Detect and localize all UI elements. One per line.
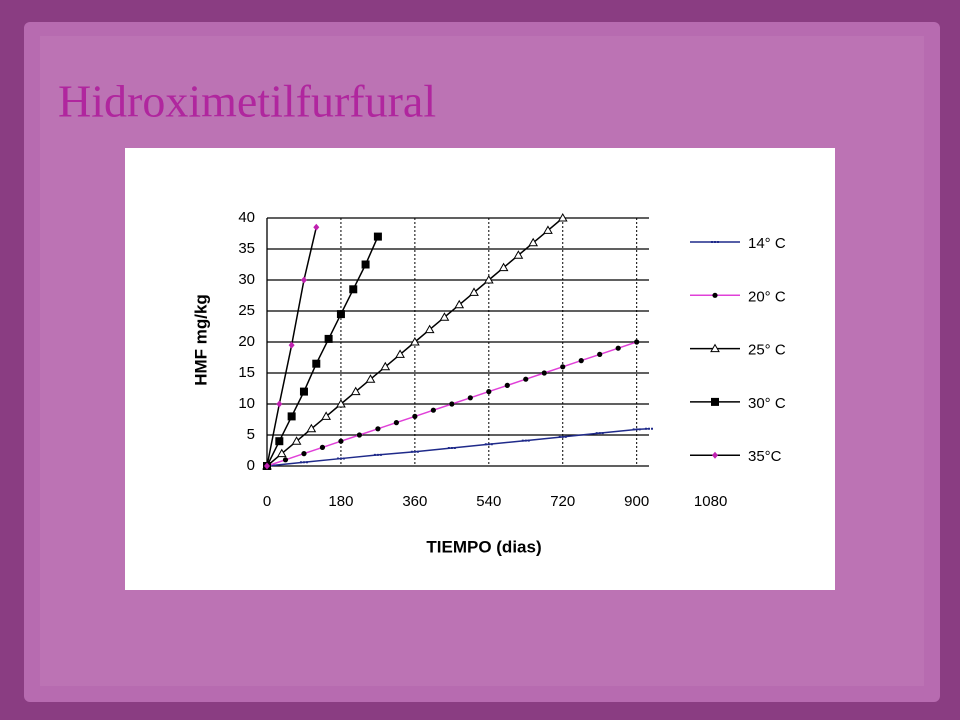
data-point [287, 412, 296, 421]
y-axis-label: HMF mg/kg [191, 294, 210, 386]
data-point [275, 437, 284, 446]
data-point [356, 432, 363, 438]
series-line [266, 428, 650, 467]
data-point [282, 457, 289, 463]
legend-label: 35°C [748, 448, 782, 465]
data-point [578, 358, 584, 364]
x-tick-label: 720 [550, 493, 575, 510]
data-point [312, 359, 321, 368]
data-point [498, 262, 509, 272]
legend-label: 30° C [748, 395, 786, 412]
legend-marker [712, 292, 718, 298]
data-point [319, 444, 326, 450]
data-point [299, 387, 308, 396]
data-point [615, 345, 621, 351]
data-point [469, 287, 479, 296]
data-point [560, 364, 566, 370]
data-point [528, 237, 539, 247]
data-point [264, 462, 270, 470]
data-point [313, 223, 320, 231]
y-tick-label: 30 [238, 271, 255, 288]
data-point [483, 274, 494, 284]
data-point [430, 407, 436, 413]
x-axis-label: TIEMPO (dias) [426, 537, 541, 556]
y-tick-label: 10 [238, 395, 255, 412]
legend-marker [711, 397, 719, 406]
plot: 0 5 10 15 20 25 30 35 40 0 180 360 540 720 900 1080 14° … [238, 209, 786, 510]
x-tick-label: 0 [263, 493, 271, 510]
data-point [523, 376, 529, 382]
data-point [338, 438, 344, 444]
data-point [306, 423, 317, 433]
data-point [336, 398, 346, 408]
legend-marker [710, 343, 720, 353]
data-point [395, 349, 405, 358]
data-point [412, 413, 418, 419]
data-point [324, 334, 333, 343]
x-tick-label: 540 [476, 493, 501, 510]
data-point [291, 436, 302, 445]
chart-background [125, 148, 835, 590]
data-point [541, 370, 547, 376]
data-point [504, 382, 510, 388]
x-tick-label: 360 [402, 493, 427, 510]
data-point [467, 395, 473, 401]
data-point [454, 299, 465, 309]
legend-marker [712, 451, 718, 459]
data-point [634, 339, 640, 345]
data-point [349, 285, 358, 294]
data-point [449, 401, 455, 407]
y-tick-label: 40 [238, 209, 255, 226]
data-point [373, 232, 382, 241]
data-point [361, 260, 370, 269]
legend-label: 25° C [748, 342, 786, 359]
slide-title: Hidroximetilfurfural [58, 76, 436, 127]
data-point [393, 420, 399, 426]
x-tick-label: 1080 [694, 493, 727, 510]
y-tick-label: 5 [247, 426, 255, 443]
x-tick-label: 900 [624, 493, 649, 510]
data-point [424, 324, 435, 334]
data-point [365, 374, 376, 383]
legend-label: 20° C [748, 288, 786, 305]
data-point [321, 411, 332, 420]
y-tick-label: 0 [247, 457, 255, 474]
legend-label: 14° C [748, 235, 786, 252]
x-tick-label: 180 [328, 493, 353, 510]
data-point [276, 400, 283, 408]
data-point [350, 386, 361, 396]
data-point [276, 448, 287, 458]
y-tick-label: 25 [238, 302, 255, 319]
y-tick-label: 20 [238, 333, 255, 350]
data-point [543, 225, 553, 234]
data-point [410, 336, 420, 346]
data-point [597, 351, 603, 357]
y-tick-label: 15 [238, 364, 255, 381]
data-point [301, 451, 307, 457]
data-point [380, 361, 391, 371]
data-point [288, 341, 295, 349]
y-tick-label: 35 [238, 240, 255, 257]
data-point [375, 426, 381, 432]
data-point [513, 250, 524, 259]
data-point [557, 212, 568, 222]
series-line [266, 236, 379, 467]
data-point [439, 312, 450, 321]
data-point [486, 389, 492, 395]
data-point [336, 310, 345, 319]
data-point [300, 276, 307, 284]
